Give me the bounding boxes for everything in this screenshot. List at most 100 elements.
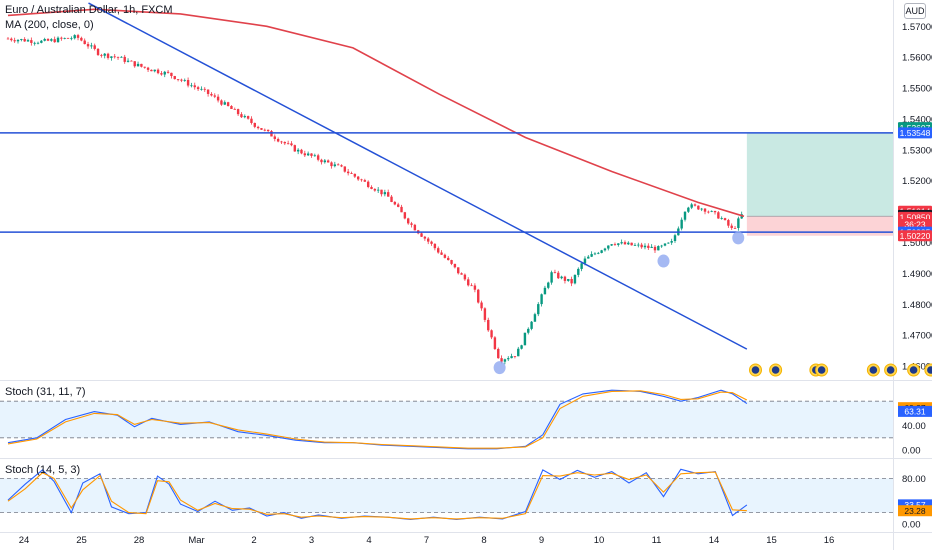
candle-body [577,268,580,275]
stoch-series-line [7,468,748,520]
candle-body [396,204,400,207]
candle-body [46,39,50,41]
candle-body [590,254,593,257]
candle-body [316,155,320,160]
candle-body [60,37,63,39]
candle-body [437,248,440,253]
candle-body [270,131,273,137]
candle-body [23,39,26,42]
candle-body [640,244,643,248]
event-marker-flag [909,366,918,374]
candle-body [6,38,10,40]
stoch-value-tag [898,505,932,517]
candle-body [380,189,383,195]
candle-body [126,60,130,62]
x-tick-label: 9 [539,535,544,546]
candle-body [246,116,250,119]
x-tick-label: 2 [251,535,256,546]
candle-body [480,302,483,309]
candle-body [420,233,423,237]
candle-body [320,159,323,163]
x-tick-label: 10 [594,535,605,546]
candle-body [543,287,547,295]
price-axis-tag [898,230,932,242]
candle-body [713,210,717,213]
candle-body [477,289,480,303]
candle-body [717,212,720,219]
y-tick-label: 1.56000 [902,53,932,64]
candle-body [366,181,370,187]
candle-body [160,73,163,75]
candle-body [150,69,153,72]
candle-body [260,128,263,130]
candle-body [443,254,447,258]
candle-body [643,245,647,248]
candle-body [120,56,123,58]
x-tick-label: 15 [766,535,777,546]
candle-body [633,244,637,246]
candle-body [693,204,697,206]
candle-body [363,180,367,182]
candle-body [607,245,610,249]
stoch-band-fill [0,478,893,513]
candle-body [110,56,113,58]
candle-body [76,35,80,38]
candle-body [80,37,83,41]
candle-body [243,116,246,118]
candle-body [43,39,46,41]
candle-body [280,141,283,143]
candle-body [553,272,557,274]
candle-body [433,243,437,249]
symbol-title: Euro / Australian Dollar, 1h, FXCM [5,4,173,16]
candle-body [680,219,683,229]
candle-body [33,42,36,44]
candle-body [400,206,403,213]
candle-body [180,79,183,81]
ma-legend: MA (200, close, 0) [5,19,98,31]
price-axis-tag-label: 36:23 [904,220,926,230]
candle-body [727,220,730,226]
candle-body [40,40,43,43]
event-marker-flag [817,366,826,374]
candle-body [453,263,457,268]
candle-body [96,48,100,55]
x-tick-label: 14 [709,535,720,546]
candle-body [593,253,597,255]
x-tick-label: 16 [824,535,835,546]
candle-body [513,356,517,357]
candle-body [156,69,160,74]
candle-body [447,257,450,261]
event-marker-flag [927,366,932,374]
stoch-series-line [7,390,748,449]
currency-button[interactable]: AUD [904,3,926,19]
candle-body [703,208,707,212]
event-marker-flag [886,366,895,374]
candle-body [53,39,56,43]
candle-body [710,210,713,212]
stoch-value-tag-label: 63.31 [904,407,926,417]
candle-body [223,102,226,105]
stoch-value-tag [898,405,932,417]
candle-body [296,149,300,152]
candle-body [386,192,390,197]
candle-body [233,108,236,110]
candle-body [507,358,510,360]
x-tick-label: 4 [366,535,371,546]
y-tick-label: 1.54000 [902,114,932,125]
stoch-y-tick-label: 40.00 [902,421,926,432]
x-tick-label: 8 [481,535,486,546]
candle-body [460,273,463,275]
x-tick-label: 25 [76,535,87,546]
candle-body [687,207,690,212]
candle-body [610,244,613,246]
candle-body [653,246,657,251]
candle-body [440,252,443,255]
price-axis-tag [898,127,932,139]
candle-body [407,218,410,224]
candle-body [733,227,737,229]
candle-body [350,173,353,174]
candle-body [133,61,136,67]
candle-body [263,129,266,131]
candle-body [540,294,543,305]
